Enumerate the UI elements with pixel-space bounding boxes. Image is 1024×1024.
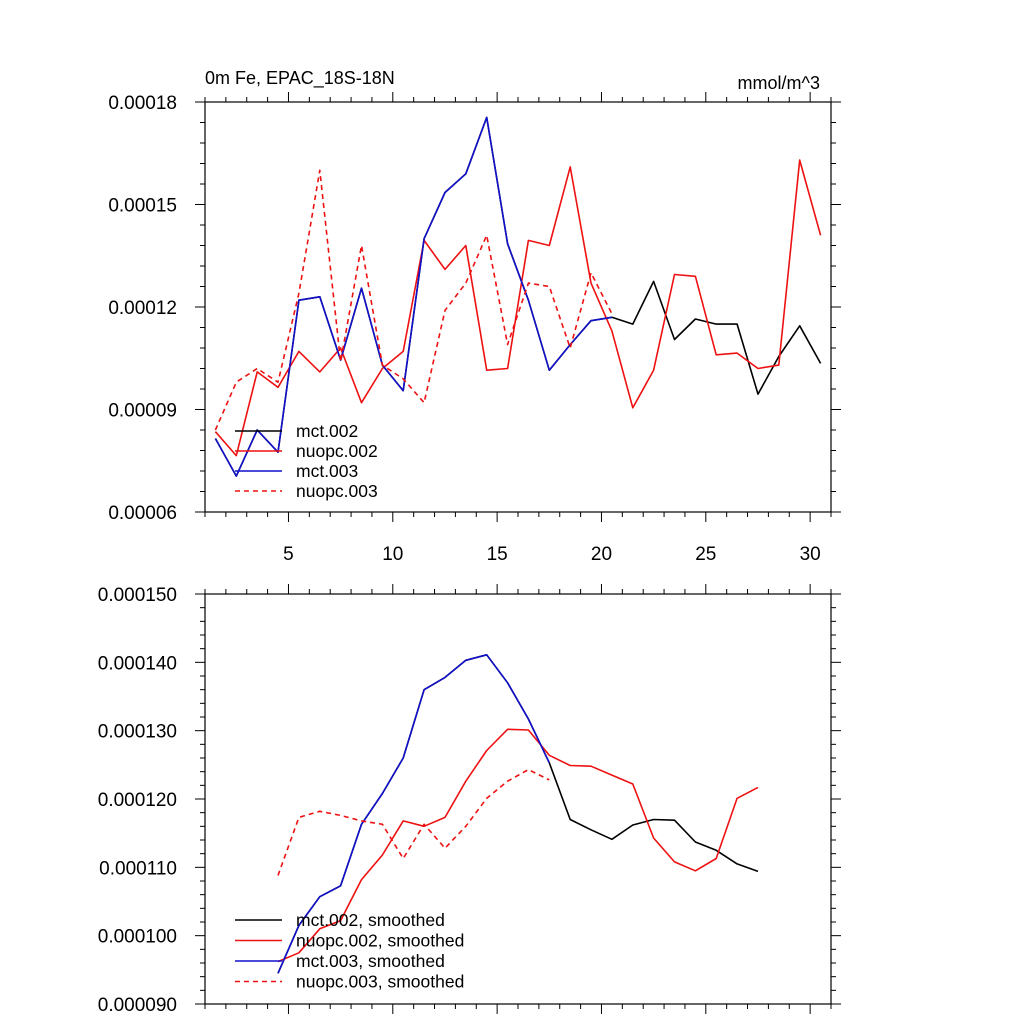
- chart-title: 0m Fe, EPAC_18S-18N: [205, 68, 395, 89]
- y-tick-label: 0.00015: [108, 196, 177, 217]
- x-tick-label: 5: [283, 544, 294, 565]
- legend-label: nuopc.003: [296, 481, 378, 501]
- top-panel: 5 10 15 20 25 30 0.00006 0.00009 0.00012 0.00015 0…: [108, 68, 841, 565]
- y-tick-label: 0.000090: [98, 995, 177, 1016]
- legend-label: nuopc.002, smoothed: [296, 931, 464, 951]
- y-tick-label: 0.00006: [108, 503, 177, 524]
- legend-label: mct.002: [296, 421, 358, 441]
- x-tick-label: 25: [695, 544, 716, 565]
- y-tick-label: 0.000130: [98, 722, 177, 743]
- legend-label: mct.002, smoothed: [296, 910, 445, 930]
- bottom-panel: 0.000090 0.000100 0.000110 0.000120 0.000130…: [98, 584, 841, 1016]
- legend-label: mct.003, smoothed: [296, 951, 445, 971]
- units-label: mmol/m^3: [738, 73, 820, 93]
- legend-label: mct.003: [296, 461, 358, 481]
- series-line-1: [277, 728, 759, 963]
- y-tick-label: 0.000100: [98, 927, 177, 948]
- x-tick-label: 15: [487, 544, 508, 565]
- series-line-3: [214, 169, 613, 431]
- series-line-1: [214, 159, 822, 457]
- y-tick-label: 0.000120: [98, 790, 177, 811]
- y-tick-label: 0.00009: [108, 401, 177, 422]
- y-tick-label: 0.00012: [108, 298, 177, 319]
- series-line-2: [277, 653, 551, 974]
- x-tick-label: 20: [591, 544, 612, 565]
- y-tick-label: 0.000150: [98, 585, 177, 606]
- series-line-3: [277, 768, 550, 876]
- series-line-2: [214, 116, 613, 477]
- x-tick-label: 30: [800, 544, 821, 565]
- x-tick-label: 10: [382, 544, 403, 565]
- y-tick-label: 0.000140: [98, 653, 177, 674]
- legend-label: nuopc.002: [296, 441, 378, 461]
- y-tick-label: 0.000110: [99, 858, 177, 879]
- y-tick-label: 0.00018: [108, 93, 177, 114]
- legend-label: nuopc.003, smoothed: [296, 972, 464, 992]
